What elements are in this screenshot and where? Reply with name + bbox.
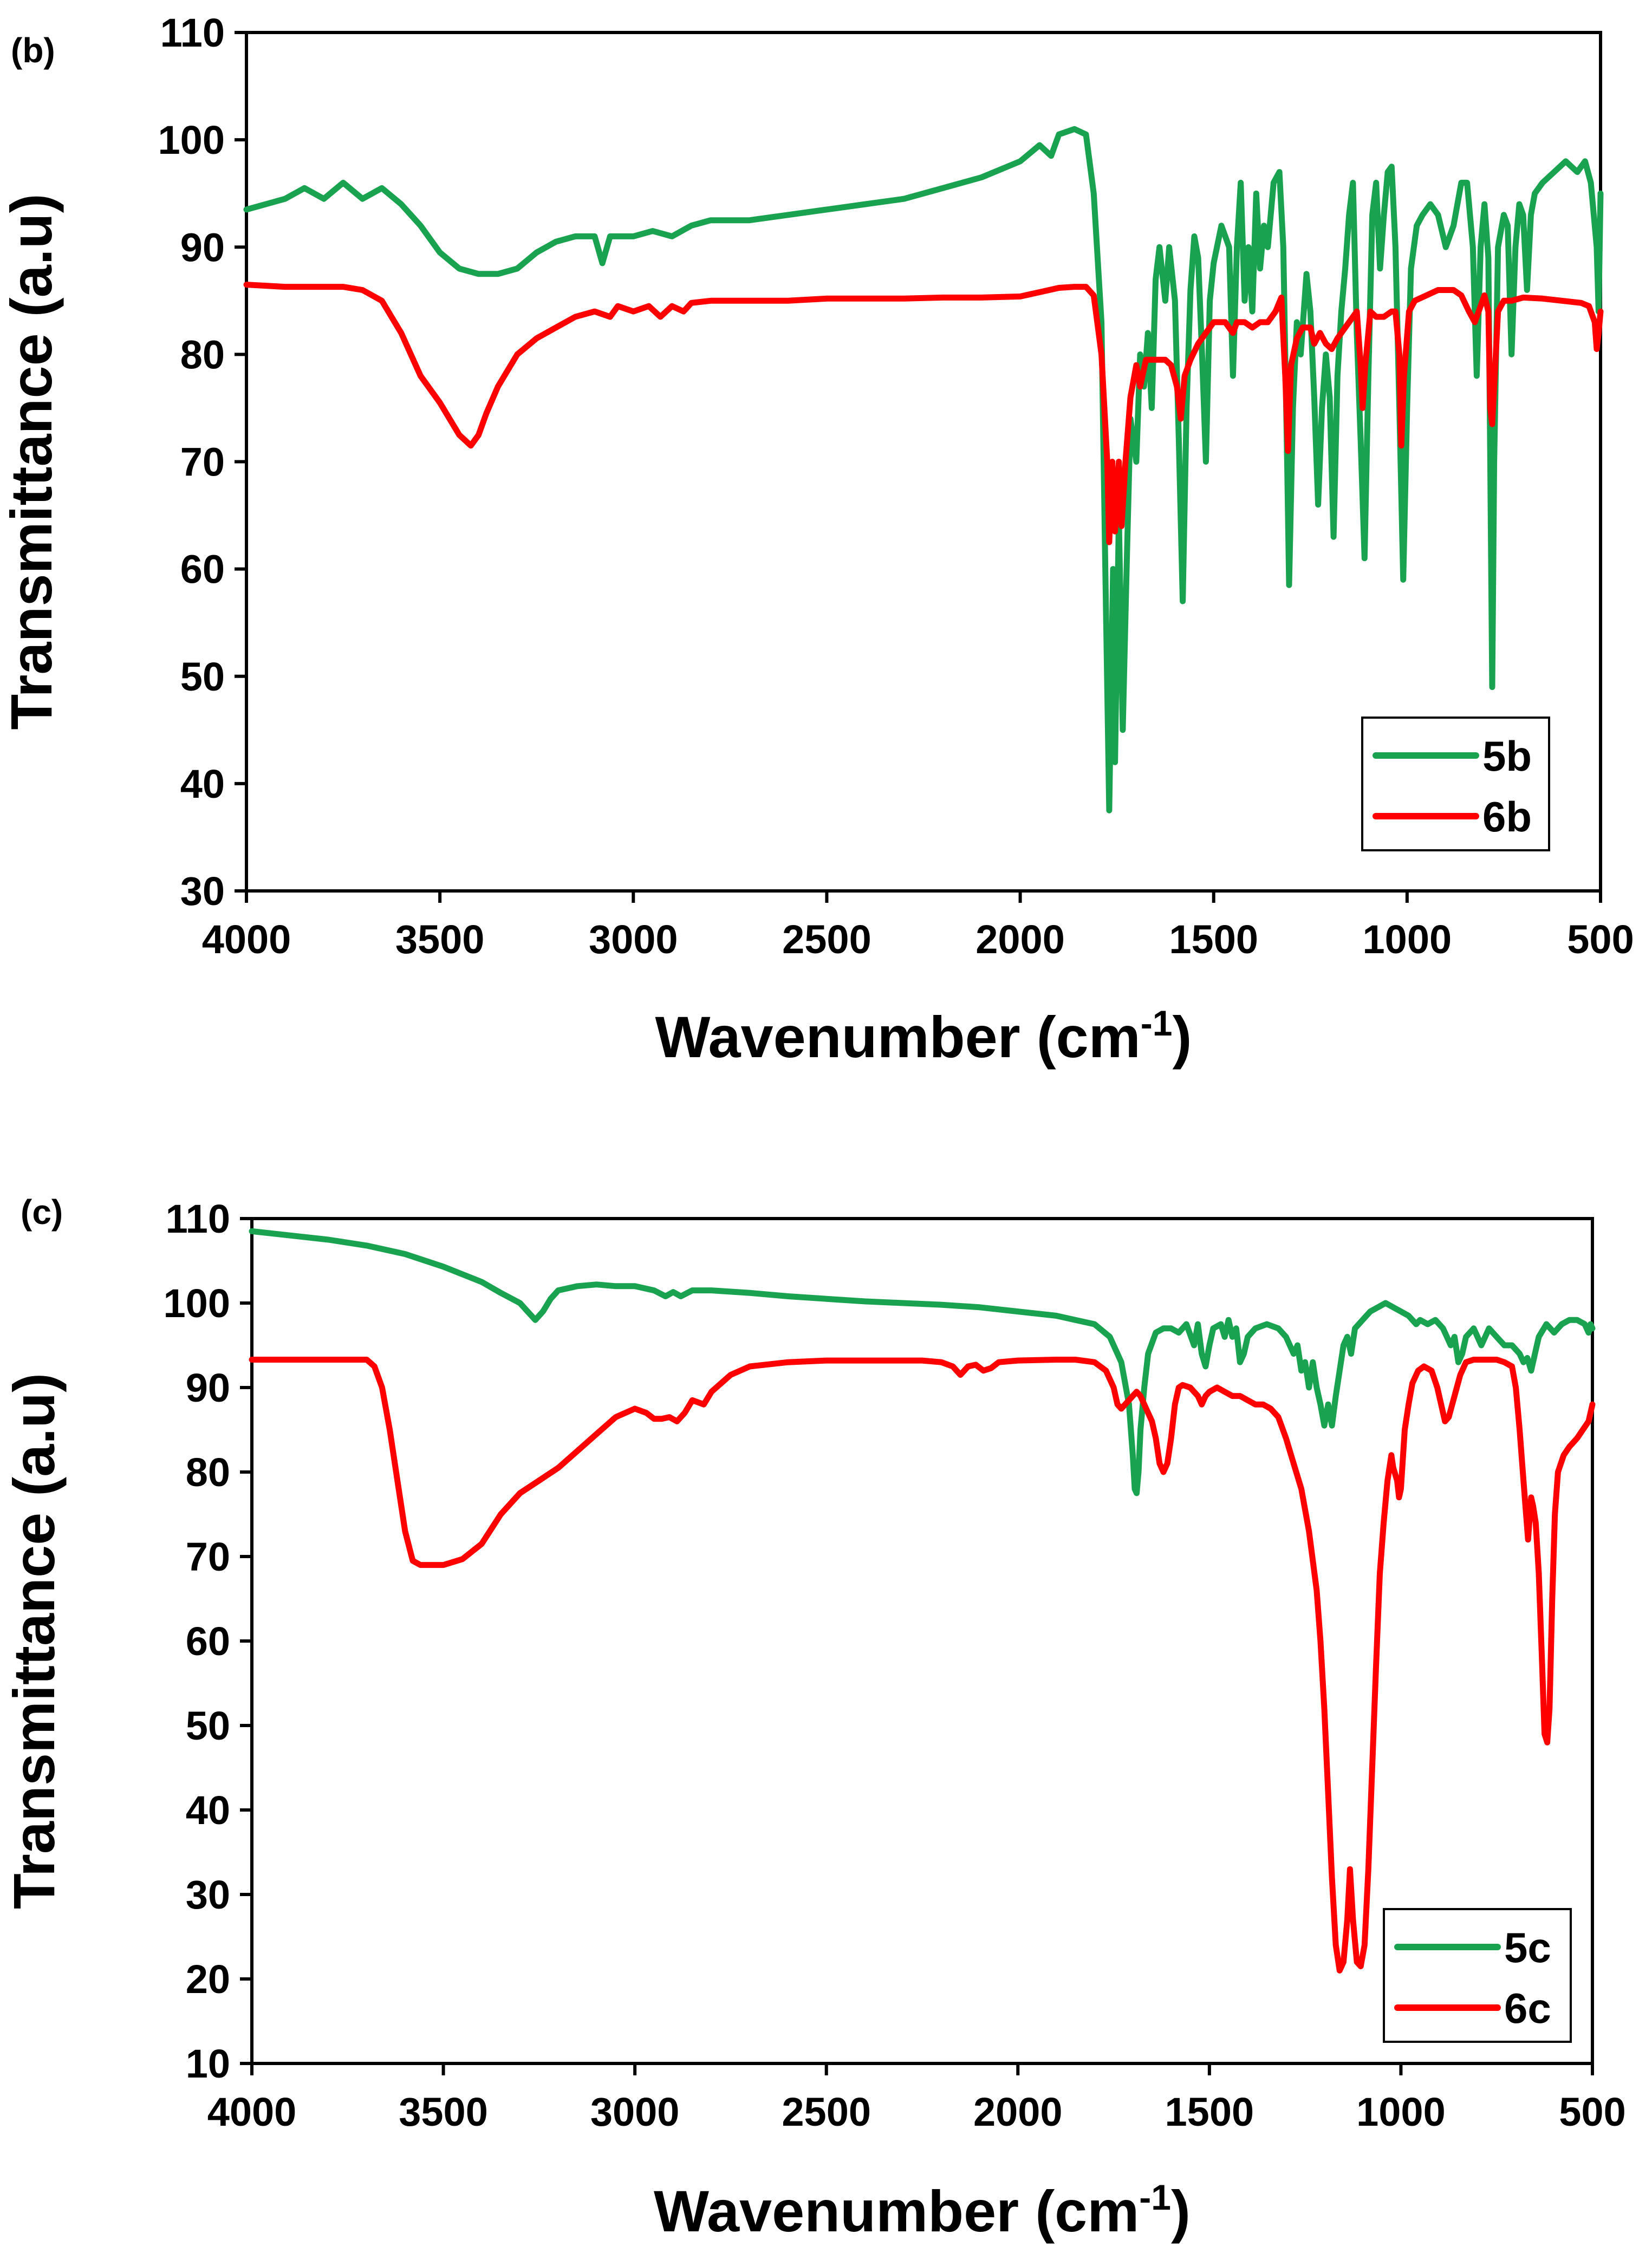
- panel-label: (b): [11, 31, 55, 70]
- x-axis-title-close: ): [1171, 2178, 1191, 2244]
- y-tick-label: 100: [164, 1281, 230, 1326]
- y-tick-label: 110: [160, 10, 225, 55]
- y-tick-label: 40: [186, 1788, 230, 1833]
- x-axis-title-text: Wavenumber (cm: [654, 2178, 1139, 2244]
- x-axis-title-superscript: -1: [1141, 1003, 1173, 1043]
- x-tick-label: 2500: [782, 917, 871, 962]
- legend-label-5b: 5b: [1482, 732, 1532, 780]
- x-tick-label: 2000: [973, 2089, 1063, 2134]
- y-tick-label: 100: [158, 118, 225, 162]
- y-tick-label: 60: [180, 547, 225, 592]
- y-tick-label: 30: [180, 869, 225, 914]
- x-axis: 4000 3500 3000 2500 2000 1500 1000 500: [202, 891, 1634, 962]
- x-tick-label: 1000: [1363, 917, 1452, 962]
- y-axis: 10 20 30 40 50 60 70 80 90 100 110: [164, 1196, 252, 2086]
- y-tick-label: 60: [186, 1619, 230, 1664]
- x-axis-title: Wavenumber (cm-1): [654, 2177, 1191, 2244]
- y-tick-label: 30: [186, 1872, 230, 1917]
- y-tick-label: 10: [186, 2041, 230, 2086]
- x-tick-label: 500: [1559, 2089, 1625, 2134]
- x-tick-label: 3500: [399, 2089, 488, 2134]
- chart-panel-b: (b) 30 40 50 60 70 80 90 100 110 4000 3500 3000 250…: [0, 10, 1634, 1070]
- y-tick-label: 80: [180, 332, 225, 377]
- panel-label: (c): [21, 1193, 63, 1232]
- x-tick-label: 1500: [1165, 2089, 1254, 2134]
- x-tick-label: 3500: [395, 917, 485, 962]
- y-tick-label: 110: [166, 1196, 230, 1241]
- y-tick-label: 80: [186, 1450, 230, 1495]
- chart-panel-c: (c) 10 20 30 40 50 60 70 80 90 100 110 4000 3500 300…: [1, 1193, 1626, 2244]
- y-tick-label: 20: [186, 1957, 230, 2002]
- y-tick-label: 70: [186, 1534, 230, 1579]
- x-tick-label: 3000: [589, 917, 678, 962]
- series-group: [249, 1228, 1596, 1974]
- legend-box: [1361, 717, 1550, 851]
- series-line-6b: [243, 282, 1604, 545]
- x-axis: 4000 3500 3000 2500 2000 1500 1000 500: [207, 2063, 1626, 2134]
- y-tick-label: 50: [186, 1703, 230, 1748]
- x-tick-label: 4000: [202, 917, 291, 962]
- x-axis-title: Wavenumber (cm-1): [655, 1003, 1192, 1070]
- x-axis-title-superscript: -1: [1139, 2177, 1171, 2217]
- y-tick-label: 50: [180, 654, 225, 699]
- series-line-5b: [243, 126, 1604, 813]
- y-axis-title: Transmittance (a.u): [1, 1373, 67, 1909]
- series-group: [243, 126, 1604, 813]
- y-tick-label: 90: [180, 225, 225, 270]
- legend-label-5c: 5c: [1504, 1924, 1551, 1971]
- y-axis: 30 40 50 60 70 80 90 100 110: [158, 10, 246, 914]
- x-tick-label: 1000: [1356, 2089, 1446, 2134]
- x-tick-label: 4000: [207, 2089, 297, 2134]
- x-tick-label: 3000: [590, 2089, 680, 2134]
- series-line-5c: [249, 1228, 1596, 1496]
- y-tick-label: 40: [180, 761, 225, 806]
- x-axis-title-text: Wavenumber (cm: [655, 1004, 1141, 1070]
- x-tick-label: 500: [1567, 917, 1634, 962]
- legend-label-6b: 6b: [1482, 793, 1532, 841]
- legend-label-6c: 6c: [1504, 1984, 1551, 2032]
- y-tick-label: 90: [186, 1365, 230, 1410]
- y-tick-label: 70: [180, 440, 225, 485]
- x-tick-label: 1500: [1169, 917, 1258, 962]
- x-tick-label: 2000: [975, 917, 1065, 962]
- legend-box: [1383, 1908, 1572, 2043]
- x-axis-title-close: ): [1172, 1004, 1192, 1070]
- series-line-6c: [249, 1357, 1596, 1974]
- y-axis-title: Transmittance (a.u): [0, 193, 64, 730]
- x-tick-label: 2500: [782, 2089, 871, 2134]
